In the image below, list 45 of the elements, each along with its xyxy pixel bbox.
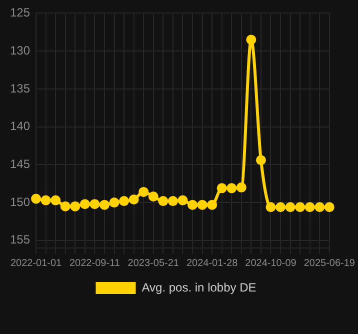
y-tick-label: 130 <box>10 43 30 58</box>
point <box>256 155 266 166</box>
point <box>90 199 100 210</box>
y-tick-label: 135 <box>10 81 30 96</box>
point <box>70 201 80 212</box>
x-tick-label: 2024-10-09 <box>245 258 297 269</box>
x-tick-label: 2025-06-19 <box>304 258 356 269</box>
point <box>148 191 158 202</box>
point <box>216 183 227 194</box>
point <box>31 194 42 204</box>
point <box>276 202 286 212</box>
point <box>207 200 218 210</box>
x-tick-label: 2022-09-11 <box>69 258 120 269</box>
point <box>236 182 246 192</box>
point <box>314 202 325 212</box>
legend-label: Avg. pos. in lobby DE <box>142 280 256 294</box>
point <box>128 194 139 205</box>
point <box>295 202 306 212</box>
x-tick-label: 2024-01-28 <box>186 258 238 269</box>
point <box>138 186 149 197</box>
x-tick-label: 2022-01-01 <box>10 258 62 269</box>
point <box>40 195 51 206</box>
point <box>178 195 188 206</box>
point <box>197 200 208 210</box>
point <box>304 202 315 212</box>
point <box>158 196 168 206</box>
point <box>50 195 61 206</box>
point <box>60 201 70 212</box>
point <box>324 202 334 212</box>
y-tick-label: 155 <box>10 232 30 247</box>
point <box>285 202 296 212</box>
y-tick-label: 145 <box>10 156 30 171</box>
point <box>109 198 120 208</box>
point <box>168 196 178 206</box>
y-tick-label: 150 <box>10 194 30 209</box>
point <box>246 34 256 45</box>
point <box>266 202 276 212</box>
y-tick-label: 140 <box>10 119 30 134</box>
point <box>80 199 90 210</box>
point <box>119 196 130 206</box>
point <box>99 200 110 210</box>
point <box>226 183 237 194</box>
y-tick-label: 125 <box>10 6 30 20</box>
x-tick-label: 2023-05-21 <box>128 258 180 269</box>
point <box>188 200 198 210</box>
